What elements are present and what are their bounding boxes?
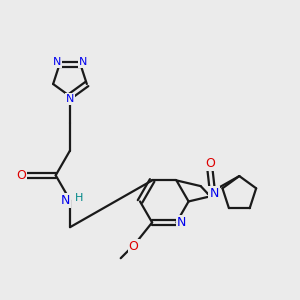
- Text: N: N: [79, 57, 87, 67]
- Text: N: N: [66, 94, 74, 104]
- Text: O: O: [129, 240, 139, 253]
- Text: O: O: [16, 169, 26, 182]
- Text: N: N: [52, 57, 61, 67]
- Text: O: O: [205, 157, 215, 170]
- Text: N: N: [177, 216, 186, 229]
- Text: H: H: [75, 194, 83, 203]
- Text: N: N: [61, 194, 70, 207]
- Text: N: N: [209, 187, 219, 200]
